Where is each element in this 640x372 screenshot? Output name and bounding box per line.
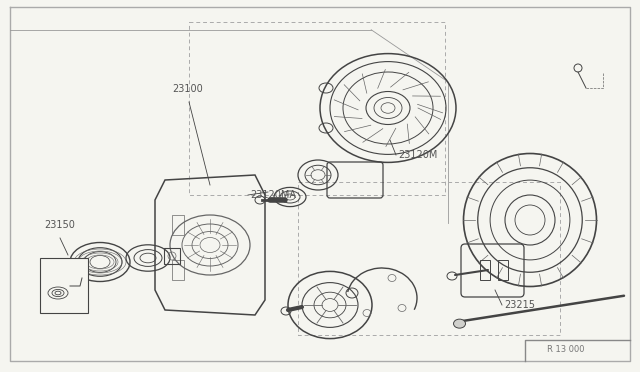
Bar [164, 248, 180, 264]
Ellipse shape [454, 319, 465, 328]
Bar [40, 258, 88, 313]
Text: R 13 000: R 13 000 [547, 345, 584, 354]
Text: 23215: 23215 [504, 300, 535, 310]
Bar [480, 260, 490, 280]
Text: 23100: 23100 [172, 84, 203, 94]
Text: 23150: 23150 [44, 220, 75, 230]
Text: 23120MA: 23120MA [250, 190, 296, 200]
Text: 23120M: 23120M [398, 150, 437, 160]
Bar [172, 215, 184, 235]
Bar [172, 260, 184, 280]
Bar [498, 260, 508, 280]
